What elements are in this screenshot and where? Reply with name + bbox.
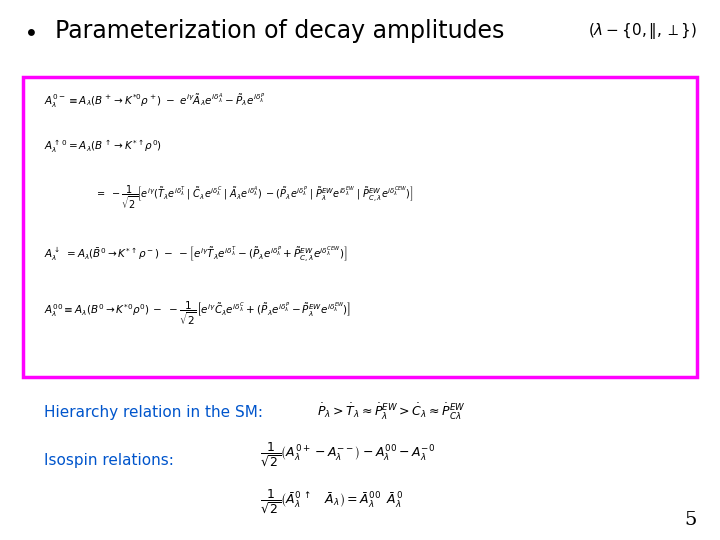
- Text: $\dfrac{1}{\sqrt{2}}\left(A_{\lambda}^{0+} - A_{\lambda}^{--}\right) - A_{\lambd: $\dfrac{1}{\sqrt{2}}\left(A_{\lambda}^{0…: [260, 441, 435, 469]
- Text: $\bullet$: $\bullet$: [23, 19, 36, 43]
- Text: $A_{\lambda}^{00} \equiv A_{\lambda}(B^0 \to K^{*0}\rho^0) \;-\; -\dfrac{1}{\sqr: $A_{\lambda}^{00} \equiv A_{\lambda}(B^0…: [45, 299, 351, 327]
- Text: $A_{\lambda}^{0-} \equiv A_{\lambda}(B^+ \to K^{*0}\rho^+) \;-\; e^{i\gamma}\til: $A_{\lambda}^{0-} \equiv A_{\lambda}(B^+…: [45, 92, 266, 110]
- Text: $(\lambda - \{0, \|, \perp\})$: $(\lambda - \{0, \|, \perp\})$: [588, 21, 697, 41]
- Text: Parameterization of decay amplitudes: Parameterization of decay amplitudes: [55, 19, 505, 43]
- FancyBboxPatch shape: [23, 77, 697, 377]
- Text: $A_{\lambda}^{\uparrow 0} = A_{\lambda}(B^{\uparrow} \to K^{*\uparrow}\rho^0)$: $A_{\lambda}^{\uparrow 0} = A_{\lambda}(…: [45, 138, 163, 155]
- Text: $\dfrac{1}{\sqrt{2}}\left(\bar{A}_{\lambda}^{0\,\uparrow} \quad \bar{A}_{\lambda: $\dfrac{1}{\sqrt{2}}\left(\bar{A}_{\lamb…: [260, 488, 403, 516]
- Text: 5: 5: [685, 511, 697, 529]
- Text: $\dot{P}_{\lambda} > \dot{T}_{\lambda} \approx \dot{P}_{\lambda}^{EW} > \dot{C}_: $\dot{P}_{\lambda} > \dot{T}_{\lambda} \…: [317, 402, 466, 422]
- Text: $= \;-\dfrac{1}{\sqrt{2}}\left[e^{i\gamma}(\tilde{T}_{\lambda}e^{i\delta_{\lambd: $= \;-\dfrac{1}{\sqrt{2}}\left[e^{i\gamm…: [94, 184, 413, 211]
- Text: Isospin relations:: Isospin relations:: [45, 453, 174, 468]
- Text: $A_{\lambda}^{\downarrow} \;= A_{\lambda}(\bar{B}^0 \to K^{*\uparrow}\rho^-) \;-: $A_{\lambda}^{\downarrow} \;= A_{\lambda…: [45, 244, 348, 264]
- Text: Hierarchy relation in the SM:: Hierarchy relation in the SM:: [45, 405, 264, 420]
